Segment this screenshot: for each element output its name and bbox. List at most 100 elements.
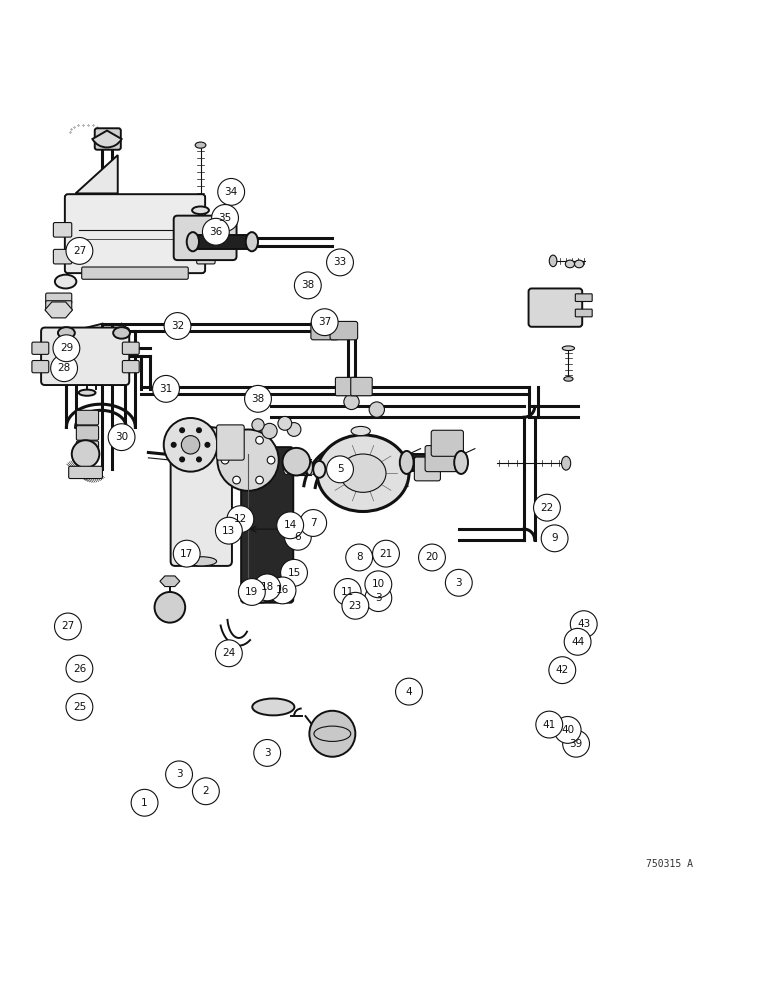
Circle shape — [215, 517, 242, 544]
FancyBboxPatch shape — [196, 235, 249, 249]
Text: 30: 30 — [115, 432, 128, 442]
Text: 3: 3 — [176, 769, 182, 779]
FancyBboxPatch shape — [46, 293, 72, 304]
Polygon shape — [45, 302, 73, 318]
Circle shape — [222, 456, 229, 464]
Circle shape — [418, 544, 445, 571]
Circle shape — [205, 443, 210, 447]
FancyBboxPatch shape — [197, 249, 215, 264]
Circle shape — [373, 540, 399, 567]
Text: 21: 21 — [379, 549, 393, 559]
Text: 10: 10 — [372, 579, 385, 589]
Text: 7: 7 — [310, 518, 317, 528]
Text: 37: 37 — [318, 317, 331, 327]
Ellipse shape — [190, 218, 212, 228]
FancyBboxPatch shape — [69, 466, 103, 479]
Text: 3: 3 — [264, 748, 270, 758]
Circle shape — [571, 611, 598, 638]
Circle shape — [327, 456, 354, 483]
FancyBboxPatch shape — [53, 249, 72, 264]
Text: 43: 43 — [577, 619, 591, 629]
Text: 33: 33 — [334, 257, 347, 267]
Circle shape — [72, 440, 100, 468]
FancyBboxPatch shape — [65, 194, 205, 273]
Circle shape — [369, 402, 384, 417]
Polygon shape — [76, 155, 118, 193]
FancyBboxPatch shape — [330, 321, 357, 340]
FancyBboxPatch shape — [575, 309, 592, 317]
Text: 3: 3 — [375, 593, 381, 603]
Circle shape — [256, 476, 263, 484]
Ellipse shape — [289, 459, 295, 475]
Circle shape — [549, 657, 576, 684]
Text: 8: 8 — [356, 552, 363, 562]
Text: 22: 22 — [540, 503, 554, 513]
Circle shape — [180, 457, 185, 462]
Ellipse shape — [245, 232, 258, 251]
Ellipse shape — [351, 426, 371, 436]
Ellipse shape — [295, 459, 301, 475]
Wedge shape — [93, 131, 122, 147]
Circle shape — [218, 429, 279, 491]
Circle shape — [66, 237, 93, 264]
FancyBboxPatch shape — [217, 425, 244, 460]
Text: 4: 4 — [405, 687, 412, 697]
Ellipse shape — [562, 346, 574, 351]
Circle shape — [395, 678, 422, 705]
Ellipse shape — [252, 699, 294, 715]
Text: 17: 17 — [180, 549, 193, 559]
Text: 42: 42 — [556, 665, 569, 675]
Ellipse shape — [565, 260, 574, 268]
Circle shape — [262, 423, 277, 439]
Text: 31: 31 — [159, 384, 173, 394]
Ellipse shape — [400, 451, 414, 474]
Circle shape — [245, 385, 272, 412]
Circle shape — [55, 613, 81, 640]
Ellipse shape — [564, 377, 573, 381]
FancyBboxPatch shape — [53, 223, 72, 237]
Ellipse shape — [195, 142, 206, 148]
Circle shape — [533, 494, 560, 521]
Circle shape — [164, 418, 218, 472]
Ellipse shape — [454, 451, 468, 474]
Circle shape — [541, 525, 568, 552]
Circle shape — [180, 428, 185, 433]
Circle shape — [311, 309, 338, 336]
Text: 13: 13 — [222, 526, 235, 536]
Circle shape — [51, 355, 77, 382]
FancyBboxPatch shape — [76, 410, 99, 425]
Text: 3: 3 — [455, 578, 462, 588]
Text: 750315 A: 750315 A — [646, 859, 693, 869]
Circle shape — [536, 711, 563, 738]
Text: 5: 5 — [337, 464, 344, 474]
Circle shape — [564, 628, 591, 655]
FancyBboxPatch shape — [46, 301, 72, 311]
Circle shape — [256, 436, 263, 444]
Text: 38: 38 — [301, 280, 314, 290]
Circle shape — [554, 717, 581, 743]
FancyBboxPatch shape — [529, 288, 582, 327]
Circle shape — [300, 510, 327, 536]
FancyBboxPatch shape — [311, 321, 338, 340]
FancyBboxPatch shape — [41, 328, 129, 385]
Text: 20: 20 — [425, 552, 438, 562]
Ellipse shape — [113, 327, 130, 339]
Circle shape — [284, 523, 311, 550]
Circle shape — [66, 655, 93, 682]
FancyBboxPatch shape — [575, 294, 592, 301]
Circle shape — [287, 423, 301, 436]
Circle shape — [252, 419, 264, 431]
Text: 41: 41 — [543, 720, 556, 730]
Circle shape — [334, 579, 361, 605]
FancyBboxPatch shape — [335, 377, 357, 396]
Text: 29: 29 — [59, 343, 73, 353]
Circle shape — [171, 443, 176, 447]
Circle shape — [254, 574, 280, 601]
Text: 40: 40 — [561, 725, 574, 735]
Text: 27: 27 — [73, 246, 86, 256]
Text: 34: 34 — [225, 187, 238, 197]
Circle shape — [232, 436, 240, 444]
Circle shape — [153, 375, 179, 402]
Circle shape — [280, 559, 307, 586]
FancyBboxPatch shape — [197, 223, 215, 237]
